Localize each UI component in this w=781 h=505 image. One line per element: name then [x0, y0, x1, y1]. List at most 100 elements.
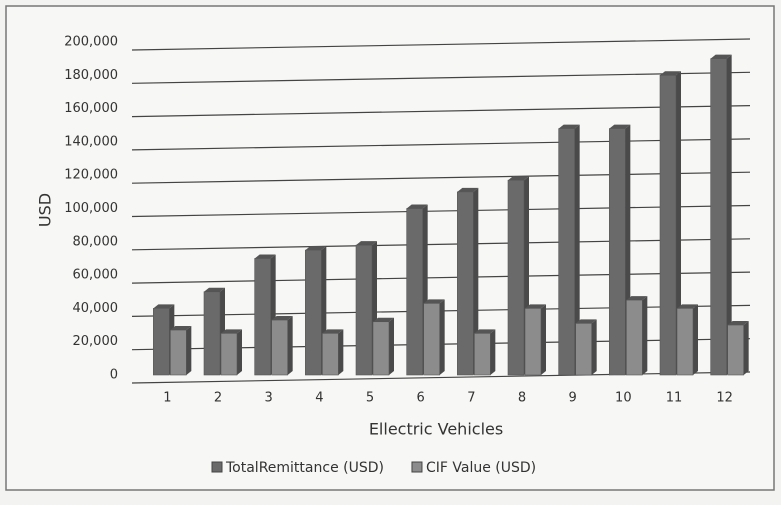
chart-frame [5, 5, 775, 491]
x-tick-label: 9 [569, 391, 577, 406]
legend: TotalRemittance (USD) CIF Value (USD) [211, 460, 536, 476]
bar-side [473, 187, 479, 375]
bar-side [338, 329, 344, 375]
x-tick-label: 11 [666, 391, 683, 406]
bar [474, 333, 491, 376]
bar-top [305, 246, 327, 251]
legend-swatch [211, 461, 223, 473]
bar [727, 324, 744, 376]
y-tick-label: 180,000 [64, 68, 118, 83]
bar-top [525, 304, 546, 309]
bar [153, 308, 170, 376]
grid-line [131, 38, 751, 51]
grid-line [131, 204, 751, 218]
bar-side [439, 299, 445, 375]
bar [710, 58, 727, 376]
bar [406, 208, 423, 376]
bar-top [474, 329, 496, 334]
bar [609, 128, 626, 376]
legend-label: TotalRemittance (USD) [225, 460, 384, 476]
bar [524, 308, 542, 376]
bar [372, 321, 390, 376]
bar [203, 291, 221, 376]
grid-line [131, 238, 751, 251]
bar [305, 249, 322, 376]
bar-side [574, 124, 580, 375]
grid-line [131, 171, 751, 184]
y-tick-label: 160,000 [64, 101, 118, 116]
y-tick-label: 200,000 [64, 35, 118, 50]
bar-side [287, 316, 293, 375]
grid-line [131, 271, 751, 284]
legend-swatch [411, 461, 423, 473]
bar [423, 303, 440, 376]
grid-line [131, 71, 751, 84]
bar-top [710, 54, 732, 59]
bar-side [591, 319, 597, 375]
bar-side [743, 321, 749, 375]
bar [254, 258, 271, 376]
bar-top [660, 71, 681, 76]
bar-side [726, 54, 732, 376]
x-tick-label: 1 [163, 391, 171, 406]
bar [322, 333, 339, 376]
y-tick-label: 60,000 [73, 268, 119, 283]
bar-side [642, 296, 648, 375]
bar-top [322, 329, 344, 334]
bar-top [457, 187, 479, 192]
bar [170, 329, 187, 376]
bar-top [727, 321, 749, 326]
bar-top [373, 317, 394, 322]
x-tick-label: 2 [214, 391, 222, 406]
bar [626, 299, 643, 376]
x-axis-title: Ellectric Vehicles [369, 420, 503, 439]
grid-line [131, 371, 751, 384]
bar-top [221, 329, 242, 334]
bar-top [254, 254, 276, 259]
bar-side [490, 329, 496, 375]
y-tick-label: 140,000 [64, 134, 118, 149]
x-tick-label: 8 [518, 391, 526, 406]
y-tick-label: 20,000 [73, 334, 119, 349]
bar-top [170, 326, 192, 331]
grid-line [131, 105, 751, 118]
y-tick-label: 0 [110, 368, 118, 383]
bar [220, 333, 238, 376]
bar-side [693, 304, 698, 375]
bar-top [153, 304, 175, 309]
bar [575, 323, 592, 376]
y-tick-label: 80,000 [73, 234, 119, 249]
bar-top [575, 319, 597, 324]
bar-top [626, 296, 648, 301]
bar-top [677, 304, 698, 309]
x-tick-label: 6 [417, 391, 425, 406]
bar [355, 244, 373, 376]
bar-side [389, 317, 394, 375]
bar-side [541, 304, 546, 375]
y-tick-label: 120,000 [64, 168, 118, 183]
x-tick-label: 7 [467, 391, 475, 406]
bar-top [423, 299, 445, 304]
legend-label: CIF Value (USD) [426, 460, 536, 476]
bar-top [609, 124, 631, 129]
bar [558, 128, 575, 376]
y-axis-title: USD [36, 193, 55, 227]
bar [676, 308, 694, 376]
y-tick-label: 40,000 [73, 301, 119, 316]
bar-side [237, 329, 242, 375]
x-tick-label: 3 [265, 391, 273, 406]
y-tick-label: 100,000 [64, 201, 118, 216]
x-tick-label: 12 [716, 391, 733, 406]
x-tick-label: 4 [315, 391, 323, 406]
bar-top [406, 204, 428, 209]
grid-line [131, 138, 751, 151]
bar-top [271, 316, 293, 321]
bar [457, 191, 474, 376]
bar-top [558, 124, 580, 129]
bar-top [508, 176, 529, 181]
bar-top [356, 241, 377, 246]
bar-side [186, 326, 192, 375]
bar-top [204, 287, 225, 292]
bar-side [676, 71, 681, 376]
